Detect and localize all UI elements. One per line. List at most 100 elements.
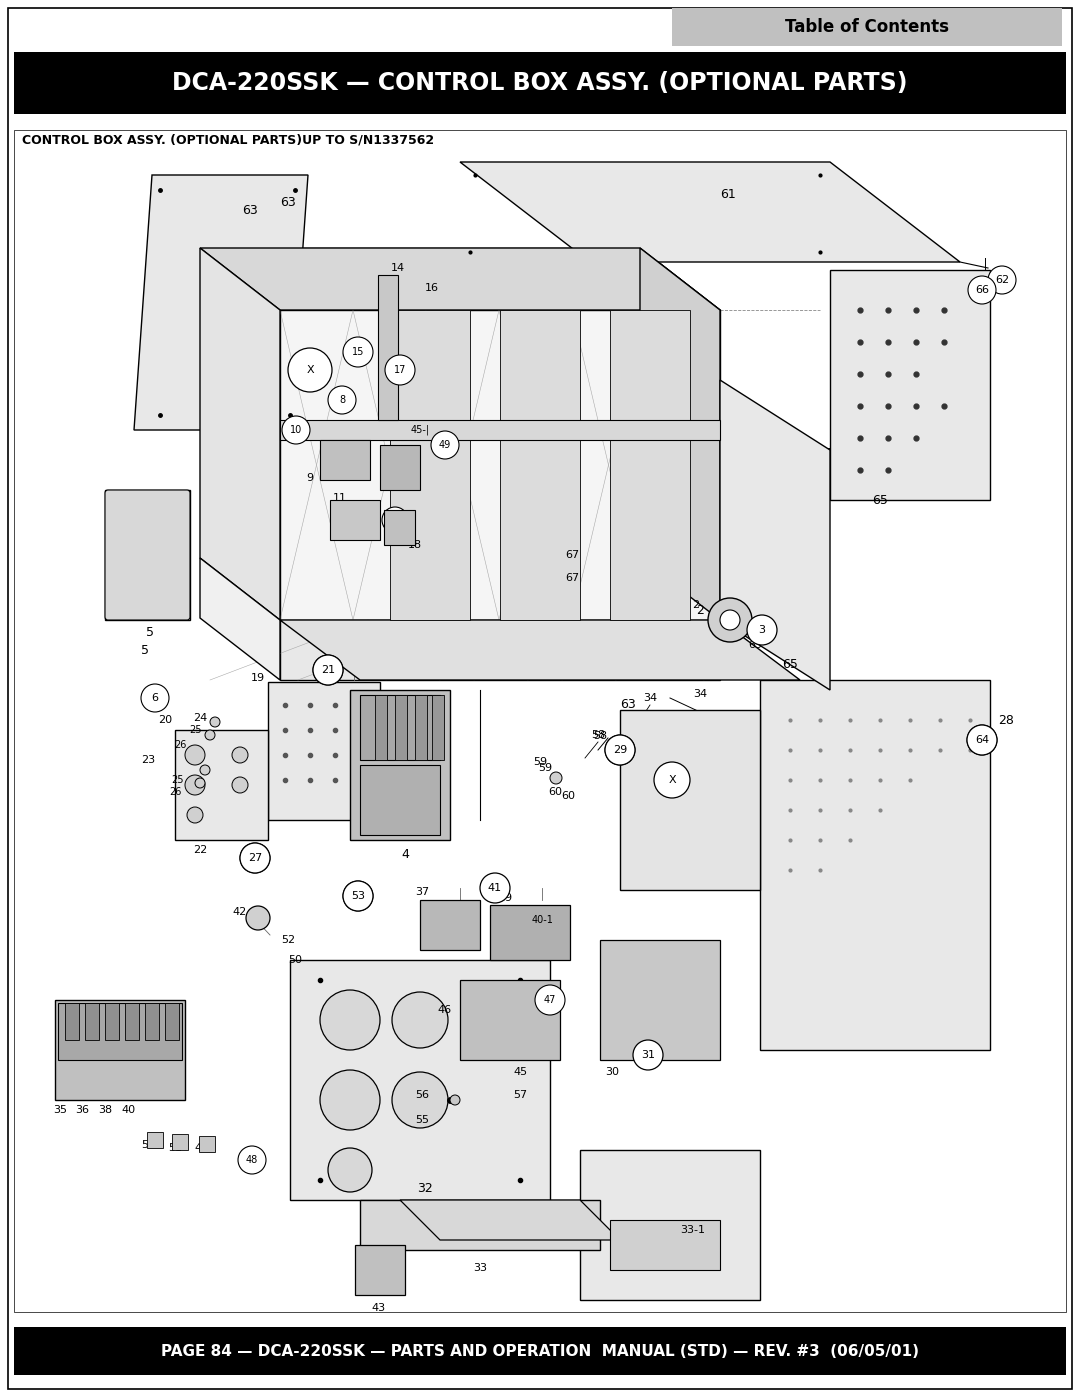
Polygon shape — [384, 510, 415, 545]
Text: 45: 45 — [513, 1067, 527, 1077]
Text: 62: 62 — [995, 275, 1009, 285]
Text: 28: 28 — [998, 714, 1014, 726]
Circle shape — [720, 610, 740, 630]
Text: 65: 65 — [872, 493, 888, 507]
Polygon shape — [105, 490, 190, 620]
Text: 17: 17 — [394, 365, 406, 374]
Polygon shape — [395, 694, 407, 760]
Text: 55: 55 — [415, 1115, 429, 1125]
Circle shape — [384, 355, 415, 386]
Text: 61: 61 — [720, 189, 735, 201]
Text: 58: 58 — [591, 731, 605, 740]
Polygon shape — [720, 380, 831, 690]
Circle shape — [535, 985, 565, 1016]
Text: 44: 44 — [194, 1143, 210, 1153]
Text: 20: 20 — [158, 715, 172, 725]
Text: 16: 16 — [426, 284, 438, 293]
Text: 38: 38 — [98, 1105, 112, 1115]
Text: 34: 34 — [643, 693, 657, 703]
Text: 35: 35 — [53, 1105, 67, 1115]
Polygon shape — [200, 249, 720, 310]
Text: 45-|: 45-| — [410, 425, 430, 436]
Polygon shape — [320, 440, 370, 481]
Polygon shape — [360, 766, 440, 835]
Text: 15: 15 — [352, 346, 364, 358]
Text: 22: 22 — [193, 845, 207, 855]
Polygon shape — [199, 1136, 215, 1153]
Polygon shape — [375, 694, 387, 760]
Circle shape — [141, 685, 168, 712]
Polygon shape — [175, 731, 268, 840]
Circle shape — [392, 1071, 448, 1127]
Circle shape — [282, 416, 310, 444]
Text: 49: 49 — [438, 440, 451, 450]
Text: 14: 14 — [391, 263, 405, 272]
Text: 11: 11 — [333, 493, 347, 503]
Bar — [14, 130, 1066, 1312]
Circle shape — [967, 725, 997, 754]
Text: 7: 7 — [347, 455, 353, 465]
Text: 42: 42 — [233, 907, 247, 916]
Text: 48: 48 — [246, 1155, 258, 1165]
Text: 13: 13 — [389, 515, 401, 525]
Text: 52: 52 — [281, 935, 295, 944]
Text: 65: 65 — [782, 658, 798, 672]
Text: 13: 13 — [388, 510, 403, 520]
Text: PAGE 84 — DCA-220SSK — PARTS AND OPERATION  MANUAL (STD) — REV. #3  (06/05/01): PAGE 84 — DCA-220SSK — PARTS AND OPERATI… — [161, 1344, 919, 1358]
Circle shape — [747, 615, 777, 645]
Polygon shape — [268, 682, 380, 820]
Polygon shape — [134, 175, 308, 430]
Polygon shape — [610, 310, 690, 620]
Text: 6: 6 — [151, 693, 159, 703]
Polygon shape — [200, 557, 280, 680]
Text: 26: 26 — [174, 740, 186, 750]
Circle shape — [343, 337, 373, 367]
Text: 67: 67 — [565, 550, 579, 560]
Polygon shape — [600, 940, 720, 1060]
Text: X: X — [307, 365, 314, 374]
Polygon shape — [280, 620, 800, 680]
Circle shape — [185, 775, 205, 795]
Text: 27: 27 — [248, 854, 261, 863]
Text: 66: 66 — [975, 285, 989, 295]
Circle shape — [195, 778, 205, 788]
Text: 31: 31 — [642, 1051, 654, 1060]
Text: 59: 59 — [538, 763, 552, 773]
Polygon shape — [147, 1132, 163, 1148]
Text: 32: 32 — [417, 1182, 433, 1194]
Circle shape — [431, 432, 459, 460]
Polygon shape — [760, 680, 990, 1051]
Text: 12: 12 — [353, 513, 367, 522]
Circle shape — [654, 761, 690, 798]
Circle shape — [187, 807, 203, 823]
Text: 67: 67 — [565, 573, 579, 583]
Text: 51: 51 — [168, 1143, 183, 1153]
Polygon shape — [165, 1003, 179, 1039]
Bar — [672, 8, 1062, 46]
Text: 21: 21 — [321, 665, 335, 675]
Polygon shape — [460, 981, 561, 1060]
Circle shape — [634, 1041, 662, 1069]
Polygon shape — [400, 1200, 620, 1241]
Circle shape — [343, 882, 373, 911]
Circle shape — [232, 747, 248, 763]
Polygon shape — [460, 162, 960, 263]
Text: 60: 60 — [561, 791, 575, 800]
Circle shape — [313, 655, 343, 685]
Circle shape — [246, 907, 270, 930]
Text: 37: 37 — [415, 887, 429, 897]
Text: 58: 58 — [593, 731, 607, 740]
Text: 3: 3 — [758, 624, 766, 636]
Circle shape — [238, 1146, 266, 1173]
Polygon shape — [500, 310, 580, 620]
Circle shape — [605, 735, 635, 766]
Text: 63: 63 — [620, 698, 636, 711]
Text: Table of Contents: Table of Contents — [785, 18, 949, 36]
Text: CONTROL BOX ASSY. (OPTIONAL PARTS)UP TO S/N1337562: CONTROL BOX ASSY. (OPTIONAL PARTS)UP TO … — [22, 134, 434, 147]
Polygon shape — [280, 620, 720, 680]
Text: 47: 47 — [544, 995, 556, 1004]
Text: 50: 50 — [288, 956, 302, 965]
Circle shape — [200, 766, 210, 775]
Text: 33-1: 33-1 — [680, 1225, 705, 1235]
Circle shape — [328, 386, 356, 414]
